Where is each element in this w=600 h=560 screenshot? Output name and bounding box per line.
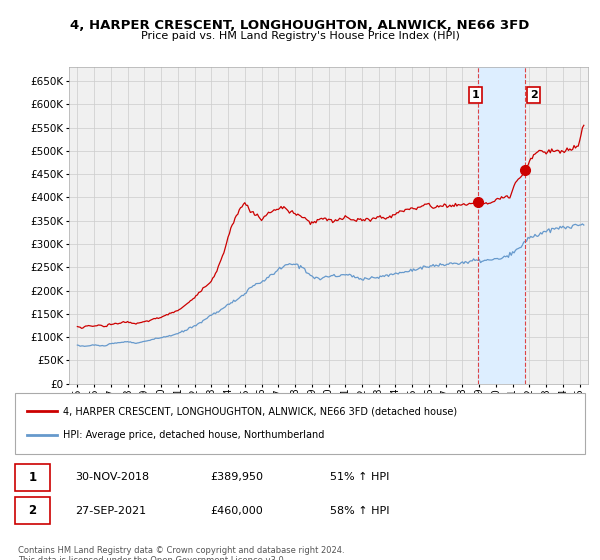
Text: 4, HARPER CRESCENT, LONGHOUGHTON, ALNWICK, NE66 3FD: 4, HARPER CRESCENT, LONGHOUGHTON, ALNWIC… <box>70 18 530 32</box>
Text: 2: 2 <box>530 90 538 100</box>
Text: HPI: Average price, detached house, Northumberland: HPI: Average price, detached house, Nort… <box>63 431 325 440</box>
Text: £389,950: £389,950 <box>210 472 263 482</box>
Bar <box>478 67 525 384</box>
Text: 58% ↑ HPI: 58% ↑ HPI <box>330 506 389 516</box>
Text: 1: 1 <box>28 470 37 484</box>
Text: 4, HARPER CRESCENT, LONGHOUGHTON, ALNWICK, NE66 3FD (detached house): 4, HARPER CRESCENT, LONGHOUGHTON, ALNWIC… <box>63 407 457 416</box>
Text: Price paid vs. HM Land Registry's House Price Index (HPI): Price paid vs. HM Land Registry's House … <box>140 31 460 41</box>
Text: 2: 2 <box>28 504 37 517</box>
Text: 30-NOV-2018: 30-NOV-2018 <box>75 472 149 482</box>
Text: Contains HM Land Registry data © Crown copyright and database right 2024.
This d: Contains HM Land Registry data © Crown c… <box>18 546 344 560</box>
Text: 27-SEP-2021: 27-SEP-2021 <box>75 506 146 516</box>
Text: 1: 1 <box>472 90 479 100</box>
Text: 51% ↑ HPI: 51% ↑ HPI <box>330 472 389 482</box>
Text: £460,000: £460,000 <box>210 506 263 516</box>
